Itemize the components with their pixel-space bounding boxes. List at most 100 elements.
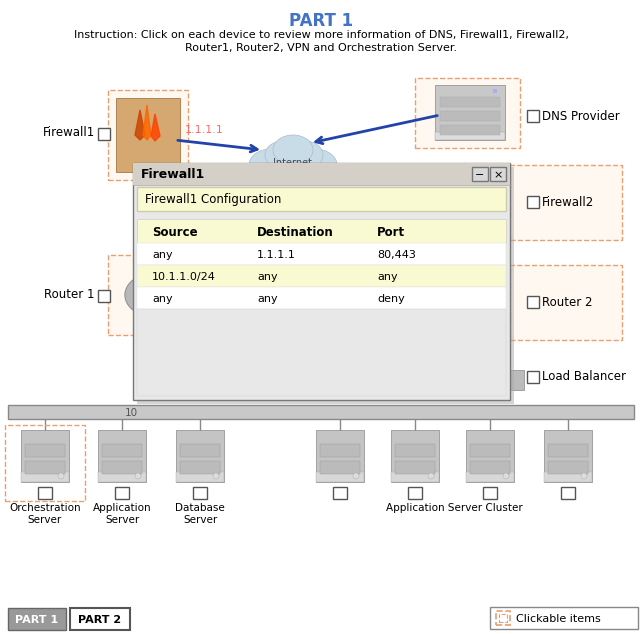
Text: Source: Source [152,226,198,238]
Ellipse shape [293,149,337,181]
Polygon shape [151,114,160,141]
Bar [548,461,588,474]
Circle shape [428,473,434,479]
Text: Application Server Cluster: Application Server Cluster [386,503,523,513]
Bar [561,487,575,499]
Polygon shape [135,110,145,140]
Circle shape [135,473,141,479]
Bar [108,255,208,335]
Bar [98,430,146,482]
Polygon shape [143,105,151,140]
Bar [496,611,510,625]
Bar [137,219,506,243]
Bar [320,444,360,457]
Text: Internet: Internet [273,158,313,168]
Bar [38,487,52,499]
Text: Load Balancer: Load Balancer [542,370,626,384]
Text: 80,443: 80,443 [377,250,416,260]
Bar [102,444,142,457]
Text: any: any [257,294,277,304]
Bar [490,167,506,181]
Bar [176,472,224,482]
Bar [133,163,510,400]
Text: Destination: Destination [257,226,334,238]
Bar [320,461,360,474]
Text: Router1, Router2, VPN and Orchestration Server.: Router1, Router2, VPN and Orchestration … [185,43,457,53]
Ellipse shape [287,141,323,169]
Text: Firewall2: Firewall2 [542,195,594,209]
Bar [8,405,634,419]
Bar [137,265,506,287]
Bar [316,472,364,482]
Bar [490,607,638,629]
Text: Orchestration
Server: Orchestration Server [9,503,81,526]
Bar [548,444,588,457]
Bar [98,472,146,482]
Bar [395,444,435,457]
Bar [137,187,506,211]
Bar [25,444,65,457]
Bar [440,125,500,135]
Text: Instruction: Click on each device to review more information of DNS, Firewall1, : Instruction: Click on each device to rev… [73,30,569,40]
Text: Firewall1 Configuration: Firewall1 Configuration [145,193,281,207]
Text: Router 2: Router 2 [542,295,593,309]
Ellipse shape [263,140,323,180]
Bar [493,89,497,93]
Text: any: any [152,294,173,304]
Bar [527,371,539,383]
Bar [440,97,500,107]
Bar [137,167,514,404]
Text: Database
Server: Database Server [175,503,225,526]
Text: 1.1.1.1: 1.1.1.1 [185,125,224,135]
Text: Application
Server: Application Server [92,503,152,526]
Bar [483,487,497,499]
Bar [408,487,422,499]
Text: PART 1: PART 1 [15,615,58,625]
Bar [98,290,110,302]
Bar [133,163,510,185]
Bar [391,472,439,482]
Ellipse shape [249,149,293,181]
Text: Firewall1: Firewall1 [43,127,95,139]
Text: Router 1: Router 1 [44,288,95,302]
Bar [137,309,506,396]
Bar [527,296,539,308]
Bar [176,430,224,482]
Bar [108,90,188,180]
Text: deny: deny [377,294,404,304]
Circle shape [503,473,509,479]
Bar [98,128,110,140]
Text: ×: × [493,170,503,180]
Text: 1.1.1.1: 1.1.1.1 [257,250,296,260]
Bar [510,165,622,240]
Circle shape [353,473,359,479]
Text: PART 2: PART 2 [78,615,121,625]
Bar [470,461,510,474]
Bar [510,370,524,390]
Bar [316,430,364,482]
Bar [470,444,510,457]
Text: Port: Port [377,226,405,238]
Circle shape [58,473,64,479]
Text: any: any [377,272,397,282]
Text: PART 1: PART 1 [289,12,353,30]
Polygon shape [149,291,161,299]
Polygon shape [125,273,185,317]
Polygon shape [140,284,170,306]
Bar [116,98,180,172]
Text: any: any [152,250,173,260]
Text: 10.1.1.0/24: 10.1.1.0/24 [152,272,216,282]
Bar [180,444,220,457]
Bar [415,78,520,148]
Bar [440,111,500,121]
Circle shape [581,473,587,479]
Ellipse shape [273,135,313,165]
Bar [25,461,65,474]
Bar [21,430,69,482]
Bar [466,472,514,482]
Bar [333,487,347,499]
Bar [499,614,507,622]
Bar [466,430,514,482]
Bar [70,608,130,630]
Bar [5,425,85,501]
